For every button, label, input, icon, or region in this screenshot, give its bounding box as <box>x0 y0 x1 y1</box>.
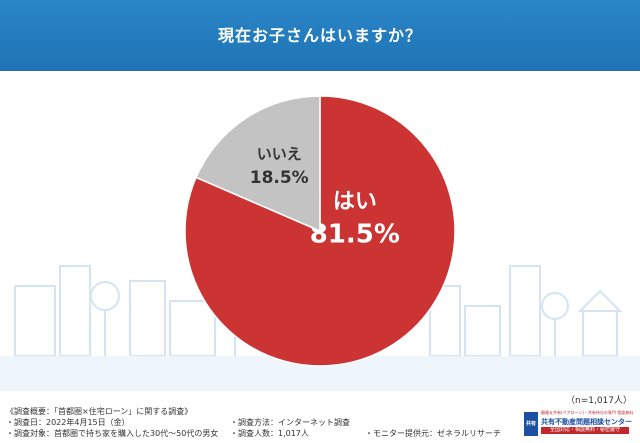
survey-count: ・調査人数：1,017人 <box>230 429 309 438</box>
sample-size-note: （n=1,017人） <box>565 396 632 406</box>
logo-name: 共有不動産問題相談センター <box>541 418 632 426</box>
house-icon: 共有 <box>524 412 538 436</box>
logo-tagline: 離婚＆共有(ペアローン)・共有持分の専門 相談無料 <box>541 410 634 415</box>
survey-col-left: 《調査概要：「首都圏×住宅ローン」に関する調査》 ・調査日：2022年4月15日… <box>6 406 218 439</box>
survey-monitor: ・モニター提供元：ゼネラルリサーチ <box>365 429 501 438</box>
pie-slice-1 <box>195 95 321 233</box>
chart-area: はい 81.5% いいえ 18.5% <box>0 71 640 391</box>
company-logo: 共有 離婚＆共有(ペアローン)・共有持分の専門 相談無料 共有不動産問題相談セン… <box>524 410 634 440</box>
survey-title: 《調査概要：「首都圏×住宅ローン」に関する調査》 <box>6 407 193 416</box>
chart-title: 現在お子さんはいますか？ <box>217 26 422 45</box>
pie-label-1: いいえ <box>257 145 302 163</box>
cityscape-background <box>0 265 640 391</box>
survey-method: ・調査方法：インターネット調査 <box>230 418 350 427</box>
pie-value-label-1: 18.5% <box>250 168 309 188</box>
survey-overview: 《調査概要：「首都圏×住宅ローン」に関する調査》 ・調査日：2022年4月15日… <box>0 403 640 443</box>
pie-label-0: はい <box>333 190 377 215</box>
title-banner: 現在お子さんはいますか？ <box>0 0 640 71</box>
pie-value-label-0: 81.5% <box>310 220 400 250</box>
logo-subline: 全国対応・相談無料・秘密厳守 <box>541 427 629 434</box>
survey-date: ・調査日：2022年4月15日（金） <box>6 418 130 427</box>
pie-chart: はい 81.5% いいえ 18.5% <box>184 95 456 367</box>
survey-col-middle: ・調査方法：インターネット調査 ・調査人数：1,017人 <box>230 417 350 439</box>
survey-target: ・調査対象：首都圏で持ち家を購入した30代～50代の男女 <box>6 429 219 438</box>
